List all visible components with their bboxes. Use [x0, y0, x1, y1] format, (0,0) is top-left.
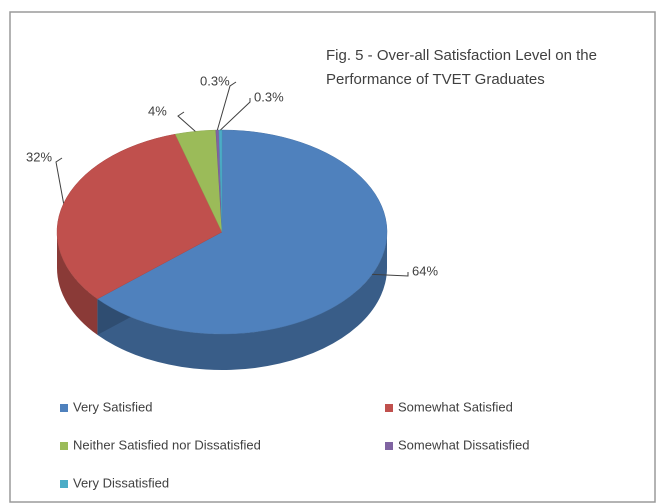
slice	[56, 133, 223, 300]
leader-line	[372, 272, 409, 277]
legend-swatch	[385, 442, 393, 450]
leader-line	[55, 157, 65, 204]
legend-swatch	[385, 404, 393, 412]
legend-label: Very Dissatisfied	[73, 475, 169, 490]
data-label: 4%	[148, 103, 167, 118]
data-label: 64%	[412, 263, 438, 278]
legend-swatch	[60, 404, 68, 412]
data-label: 0.3%	[254, 89, 284, 104]
leader-line	[220, 98, 251, 131]
legend-swatch	[60, 442, 68, 450]
legend-label: Somewhat Satisfied	[398, 399, 513, 414]
legend-label: Somewhat Dissatisfied	[398, 437, 530, 452]
legend-label: Neither Satisfied nor Dissatisfied	[73, 437, 261, 452]
leader-line	[177, 111, 196, 132]
slice-side	[57, 232, 98, 335]
legend-label: Very Satisfied	[73, 399, 153, 414]
leader-line	[216, 81, 237, 131]
slice-side	[97, 232, 387, 370]
legend-swatch	[60, 480, 68, 488]
data-label: 32%	[26, 149, 52, 164]
chart-title: Fig. 5 - Over-all Satisfaction Level on …	[326, 47, 597, 88]
data-label: 0.3%	[200, 73, 230, 88]
